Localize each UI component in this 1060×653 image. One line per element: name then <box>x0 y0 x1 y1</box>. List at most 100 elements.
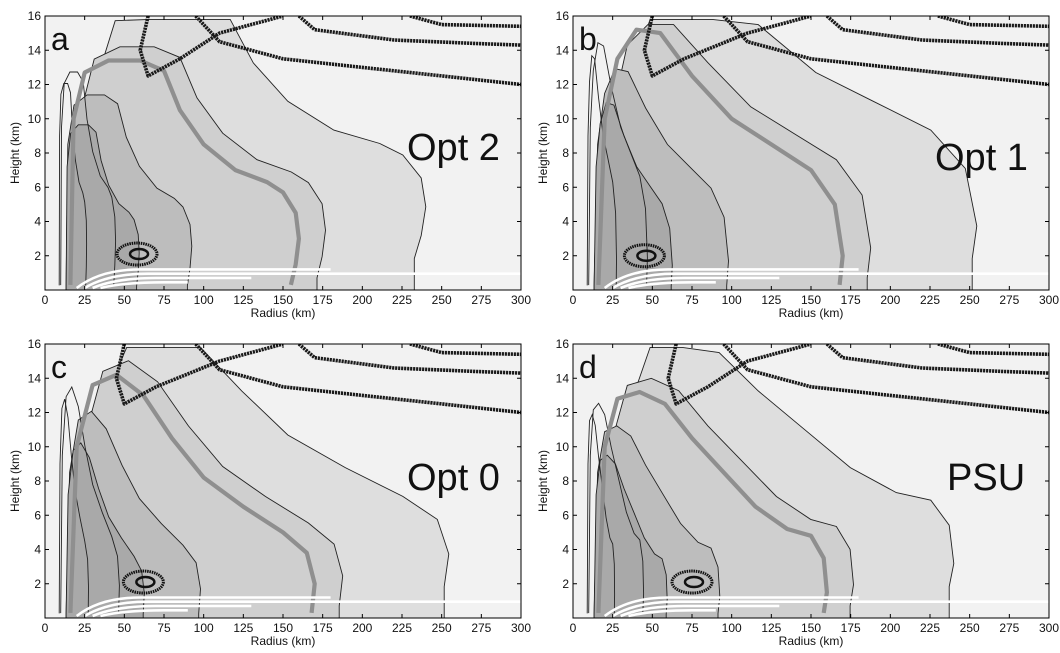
panel-letter: a <box>51 21 69 57</box>
core-contour-outer <box>115 241 159 267</box>
y-tick-label: 16 <box>556 9 570 23</box>
inflow-contour <box>620 604 780 618</box>
y-tick-label: 14 <box>556 371 570 385</box>
x-tick-label: 275 <box>471 621 491 635</box>
outflow-contour <box>825 16 1049 47</box>
x-tick-label: 75 <box>157 293 171 307</box>
x-tick-label: 150 <box>273 621 293 635</box>
x-tick-label: 275 <box>471 293 491 307</box>
thin-contour <box>588 402 645 614</box>
shade-innermost <box>593 102 673 290</box>
panel-tag: Opt 0 <box>407 457 500 499</box>
panel-tag: PSU <box>947 457 1025 499</box>
x-tick-label: 175 <box>841 621 861 635</box>
x-tick-label: 225 <box>920 621 940 635</box>
x-tick-label: 175 <box>841 293 861 307</box>
panel-d: 0 25 50 75 100 125 150 175 200 225 250 275 300 2 4 6 8 10… <box>536 337 1059 648</box>
outflow-contour <box>409 344 521 357</box>
x-tick-label: 125 <box>233 293 253 307</box>
x-tick-label: 125 <box>233 621 253 635</box>
x-tick-label: 125 <box>761 293 781 307</box>
panel-d-field <box>573 344 1049 618</box>
panel-letter: b <box>579 21 597 57</box>
y-tick-label: 2 <box>34 249 41 263</box>
x-tick-label: 25 <box>78 293 92 307</box>
x-axis-label: Radius (km) <box>779 634 844 648</box>
x-tick-label: 300 <box>511 621 531 635</box>
x-tick-label: 25 <box>606 293 620 307</box>
x-tick-label: 150 <box>801 293 821 307</box>
core-contour-inner <box>135 575 156 589</box>
outflow-contour <box>722 344 1049 415</box>
inflow-contour <box>84 600 521 618</box>
inflow-contour <box>100 609 188 618</box>
inflow-contour <box>628 281 716 290</box>
panel-c: 0 25 50 75 100 125 150 175 200 225 250 275 300 2 4 6 8 10… <box>8 337 531 648</box>
inflow-contour <box>92 604 252 618</box>
outflow-contour <box>194 16 521 87</box>
x-tick-label: 225 <box>392 293 412 307</box>
x-tick-label: 50 <box>118 621 132 635</box>
x-tick-label: 200 <box>352 293 372 307</box>
outflow-contour <box>297 16 521 47</box>
x-tick-label: 225 <box>392 621 412 635</box>
y-axis-label: Height (km) <box>536 122 550 184</box>
y-tick-label: 6 <box>562 180 569 194</box>
x-tick-label: 50 <box>646 293 660 307</box>
inflow-contour <box>75 268 331 290</box>
x-tick-label: 250 <box>432 293 452 307</box>
y-tick-label: 4 <box>562 215 569 229</box>
thin-contour <box>58 83 88 286</box>
x-tick-label: 300 <box>511 293 531 307</box>
y-tick-label: 16 <box>28 9 42 23</box>
inflow-contour <box>84 272 521 290</box>
y-tick-label: 10 <box>556 112 570 126</box>
panel-a: 0 25 50 75 100 125 150 175 200 225 250 275 300 2 4 6 8 10… <box>8 9 531 320</box>
y-tick-label: 12 <box>28 406 42 420</box>
inflow-contour <box>75 596 331 618</box>
core-contour-outer <box>622 243 666 269</box>
x-tick-label: 75 <box>157 621 171 635</box>
y-tick-label: 8 <box>562 146 569 160</box>
thin-contour <box>588 41 648 286</box>
inflow-contour <box>620 276 780 290</box>
y-tick-label: 4 <box>562 543 569 557</box>
y-tick-label: 6 <box>34 180 41 194</box>
x-tick-label: 0 <box>570 621 577 635</box>
y-tick-label: 6 <box>562 508 569 522</box>
y-tick-label: 14 <box>556 43 570 57</box>
x-axis-label: Radius (km) <box>251 634 316 648</box>
core-contour-inner <box>636 249 657 262</box>
y-tick-label: 10 <box>28 112 42 126</box>
x-tick-label: 250 <box>960 293 980 307</box>
x-tick-label: 250 <box>960 621 980 635</box>
x-tick-label: 25 <box>606 621 620 635</box>
outflow-contour <box>825 344 1049 375</box>
x-tick-label: 200 <box>880 621 900 635</box>
thin-contour <box>60 71 117 286</box>
x-tick-label: 275 <box>999 621 1019 635</box>
y-tick-label: 4 <box>34 543 41 557</box>
x-tick-label: 50 <box>118 293 132 307</box>
outflow-contour <box>297 344 521 375</box>
inflow-contour <box>603 596 859 618</box>
thin-contour <box>586 54 617 286</box>
panel-b-field <box>573 16 1049 290</box>
y-axis-label: Height (km) <box>8 122 22 184</box>
thin-contour <box>60 385 120 614</box>
x-tick-label: 50 <box>646 621 660 635</box>
x-tick-label: 175 <box>313 621 333 635</box>
x-tick-label: 0 <box>570 293 577 307</box>
inflow-contour <box>612 600 1049 618</box>
x-tick-label: 300 <box>1039 621 1059 635</box>
x-tick-label: 75 <box>685 621 699 635</box>
outflow-contour <box>114 344 284 406</box>
y-tick-label: 16 <box>28 337 42 351</box>
y-tick-label: 8 <box>34 474 41 488</box>
gray-contour <box>596 27 845 286</box>
y-tick-label: 12 <box>28 78 42 92</box>
panel-tag: Opt 1 <box>935 137 1028 179</box>
y-axis-label: Height (km) <box>536 450 550 512</box>
inflow-contour <box>612 272 1049 290</box>
y-tick-label: 6 <box>34 508 41 522</box>
